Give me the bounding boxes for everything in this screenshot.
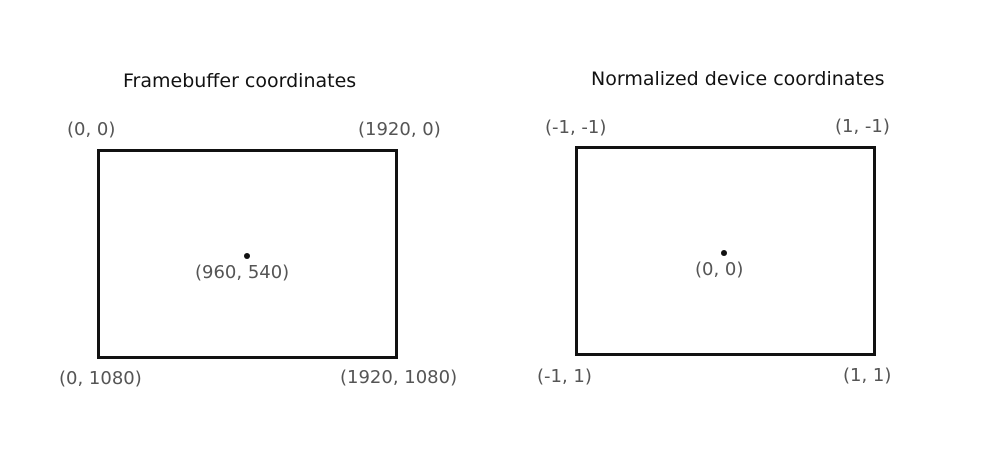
framebuffer-top-right-label: (1920, 0) bbox=[358, 119, 441, 140]
framebuffer-center-label: (960, 540) bbox=[195, 262, 290, 283]
ndc-center-dot bbox=[721, 250, 727, 256]
ndc-center-label: (0, 0) bbox=[695, 259, 744, 280]
framebuffer-rectangle bbox=[97, 149, 398, 359]
ndc-top-right-label: (1, -1) bbox=[835, 116, 890, 137]
framebuffer-center-dot bbox=[244, 253, 250, 259]
framebuffer-bottom-left-label: (0, 1080) bbox=[59, 368, 142, 389]
ndc-bottom-left-label: (-1, 1) bbox=[537, 366, 592, 387]
framebuffer-top-left-label: (0, 0) bbox=[67, 119, 116, 140]
ndc-bottom-right-label: (1, 1) bbox=[843, 365, 892, 386]
ndc-top-left-label: (-1, -1) bbox=[545, 117, 607, 138]
framebuffer-bottom-right-label: (1920, 1080) bbox=[340, 367, 458, 388]
ndc-rectangle bbox=[575, 146, 876, 356]
framebuffer-title: Framebuffer coordinates bbox=[123, 70, 357, 92]
ndc-title: Normalized device coordinates bbox=[591, 68, 885, 90]
